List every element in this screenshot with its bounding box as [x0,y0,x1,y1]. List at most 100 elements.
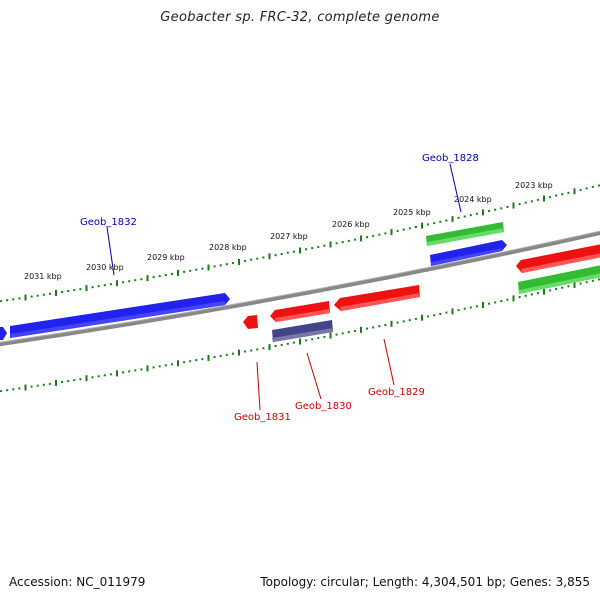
label-geob-1830: Geob_1830 [295,401,352,412]
feature-purple-1830[interactable] [272,320,333,342]
major-tick [116,280,118,287]
minor-tick [317,245,320,248]
minor-tick [42,383,45,386]
minor-tick [109,283,112,286]
minor-tick [36,294,39,297]
minor-tick [274,345,277,347]
minor-tick [12,388,15,391]
minor-tick [323,244,326,247]
major-tick [299,338,301,345]
minor-tick [597,184,600,187]
major-tick [207,264,210,271]
minor-tick [524,294,527,297]
minor-tick [213,356,216,358]
minor-tick [561,286,564,289]
minor-tick [170,273,173,275]
major-tick [451,216,454,223]
kbp-label-2026: 2026 kbp [332,220,370,229]
minor-tick [445,219,448,222]
leader-geob-1832 [106,226,115,276]
minor-tick [585,281,588,284]
minor-tick [433,222,436,225]
kbp-label-2030: 2030 kbp [86,263,124,272]
minor-tick [366,236,369,239]
gene-geob-1832[interactable] [10,293,230,338]
gene-blue-2024[interactable] [430,240,507,266]
minor-tick [262,347,265,350]
gene-geob-1828[interactable] [426,222,504,246]
minor-tick [280,253,283,255]
minor-tick [457,216,460,219]
minor-tick [201,267,204,270]
label-geob-1828: Geob_1828 [422,153,479,164]
minor-tick [341,241,344,244]
major-tick [146,275,149,282]
gene-right-edge-green[interactable] [518,265,600,294]
minor-tick [103,284,106,287]
gene-geob-1829[interactable] [334,285,420,311]
major-tick [360,326,362,333]
minor-tick [445,311,448,314]
minor-tick [280,343,283,346]
major-tick [360,235,362,242]
minor-tick [579,282,582,285]
minor-tick [250,258,253,261]
gene-left-edge-fragment[interactable] [0,327,7,340]
kbp-label-2031: 2031 kbp [24,272,62,281]
minor-tick [97,285,100,288]
minor-tick [158,365,161,368]
minor-tick [567,285,570,288]
minor-tick [183,361,186,364]
minor-tick [73,379,76,382]
minor-tick [67,380,70,383]
major-tick [329,332,332,339]
minor-tick [414,226,417,228]
minor-tick [18,297,21,300]
genome-backbone [0,231,600,347]
minor-tick [536,292,539,295]
minor-tick [292,250,295,253]
kbp-label-2029: 2029 kbp [147,253,185,262]
minor-tick [500,300,503,302]
minor-tick [555,288,558,290]
gene-geob-1830[interactable] [270,301,330,322]
major-tick [55,379,57,386]
label-geob-1829: Geob_1829 [368,387,425,398]
gene-right-edge-red[interactable] [516,244,600,273]
minor-tick [549,196,552,199]
minor-tick [225,263,228,266]
minor-tick [427,315,430,318]
minor-tick [335,333,338,336]
minor-tick [475,305,478,308]
minor-tick [506,205,509,208]
major-tick [24,294,27,301]
minor-tick [250,349,253,352]
minor-tick [122,281,125,284]
minor-tick [506,298,509,301]
minor-tick [170,363,173,366]
minor-tick [305,248,308,251]
major-tick [512,202,515,209]
minor-tick [244,350,247,353]
minor-tick [402,320,405,323]
minor-tick [219,264,222,267]
minor-tick [488,302,491,305]
major-tick [543,195,545,202]
minor-tick [384,324,387,326]
minor-tick [439,220,442,223]
minor-tick [152,276,155,279]
minor-tick [225,353,228,356]
major-tick [207,355,210,361]
gene-geob-1831[interactable] [243,315,258,329]
map-title: Geobacter sp. FRC-32, complete genome [160,10,440,25]
minor-tick [61,381,64,383]
minor-tick [292,341,295,344]
major-tick [421,222,423,229]
minor-tick [286,251,289,254]
major-tick [390,320,393,327]
minor-tick [128,280,131,283]
minor-tick [530,293,533,296]
minor-tick [231,262,234,265]
major-tick [512,295,515,302]
kbp-label-2024: 2024 kbp [454,195,492,204]
